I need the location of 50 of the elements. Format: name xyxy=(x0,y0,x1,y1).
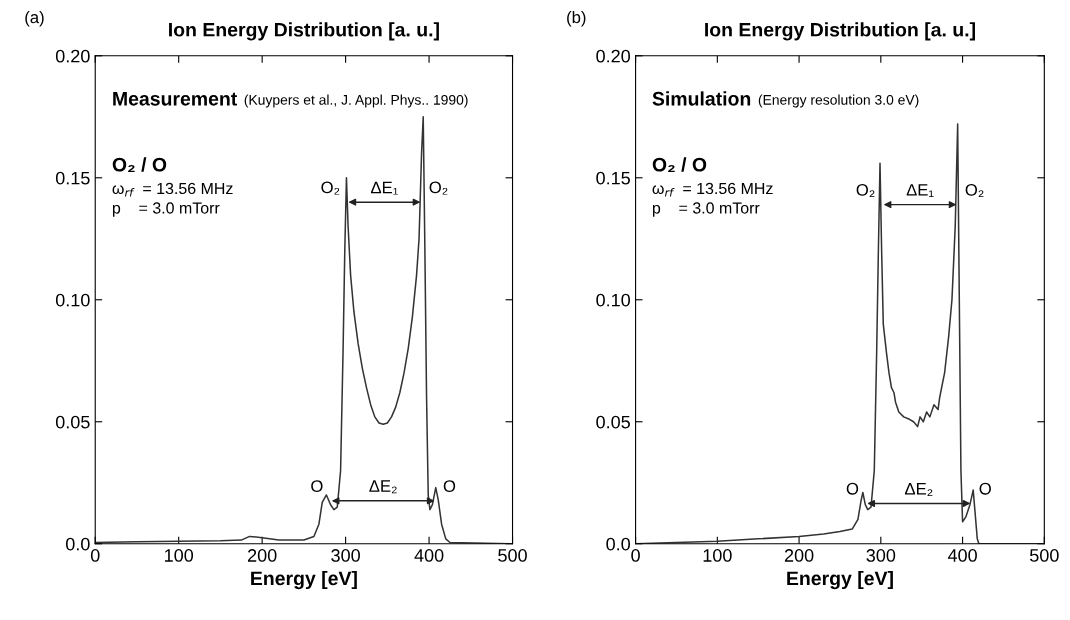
annotation: p = 3.0 mTorr xyxy=(112,202,220,217)
x-tick-label: 100 xyxy=(703,549,732,562)
x-axis-title: Energy [eV] xyxy=(787,570,893,590)
x-tick-label: 500 xyxy=(498,549,527,562)
annotation: (Energy resolution 3.0 eV) xyxy=(758,94,919,108)
annotation: p = 3.0 mTorr xyxy=(652,202,760,217)
y-tick-label: 0.0 xyxy=(606,537,631,551)
annotation: O₂ / O xyxy=(112,157,167,172)
annotation: ΔE₂ xyxy=(369,480,397,494)
annotation: O xyxy=(311,480,323,492)
x-tick-label: 400 xyxy=(414,549,444,562)
x-tick-label: 200 xyxy=(784,549,814,562)
annotation: (Kuypers et al., J. Appl. Phys.. 1990) xyxy=(244,94,468,108)
y-tick-label: 0.10 xyxy=(596,293,631,307)
x-tick-label: 100 xyxy=(165,549,194,562)
y-tick-label: 0.05 xyxy=(55,415,90,429)
annotation: O xyxy=(846,482,859,495)
x-tick-label: 300 xyxy=(866,549,896,562)
y-tick-label: 0.0 xyxy=(65,537,90,551)
annotation: ω$_{rf}$ = 13.56 MHz xyxy=(652,182,773,197)
x-tick-label: 500 xyxy=(1029,549,1059,562)
x-tick-label: 200 xyxy=(248,549,277,562)
annotation: Simulation xyxy=(652,91,751,106)
annotation: Measurement xyxy=(113,92,238,106)
annotation: O xyxy=(979,482,991,495)
annotation: ΔE₁ xyxy=(370,181,398,195)
x-tick-label: 0 xyxy=(631,549,640,562)
text: (a) xyxy=(25,10,44,27)
text: (b) xyxy=(567,10,586,27)
annotation: O xyxy=(443,480,456,492)
y-tick-label: 0.20 xyxy=(55,49,90,63)
chart-title: Ion Energy Distribution [a. u.] xyxy=(705,22,975,41)
y-tick-label: 0.10 xyxy=(55,293,90,307)
annotation: O₂ xyxy=(429,181,448,195)
y-tick-label: 0.20 xyxy=(596,49,631,63)
x-tick-label: 300 xyxy=(331,549,360,562)
chart-title: Ion Energy Distribution [a. u.] xyxy=(169,22,439,41)
annotation: O₂ xyxy=(856,183,875,198)
annotation: O₂ / O xyxy=(652,157,707,172)
annotation: ω$_{rf}$ = 13.56 MHz xyxy=(112,182,233,197)
annotation: O₂ xyxy=(965,183,984,198)
annotation: ΔE₁ xyxy=(906,184,934,198)
x-tick-label: 400 xyxy=(947,549,977,562)
y-tick-label: 0.15 xyxy=(596,171,630,185)
annotation: ΔE₂ xyxy=(904,483,933,496)
x-tick-label: 0 xyxy=(90,549,100,562)
annotation: O₂ xyxy=(321,181,340,195)
y-tick-label: 0.15 xyxy=(55,171,90,185)
x-axis-title: Energy [eV] xyxy=(251,570,357,590)
y-tick-label: 0.05 xyxy=(596,415,630,429)
